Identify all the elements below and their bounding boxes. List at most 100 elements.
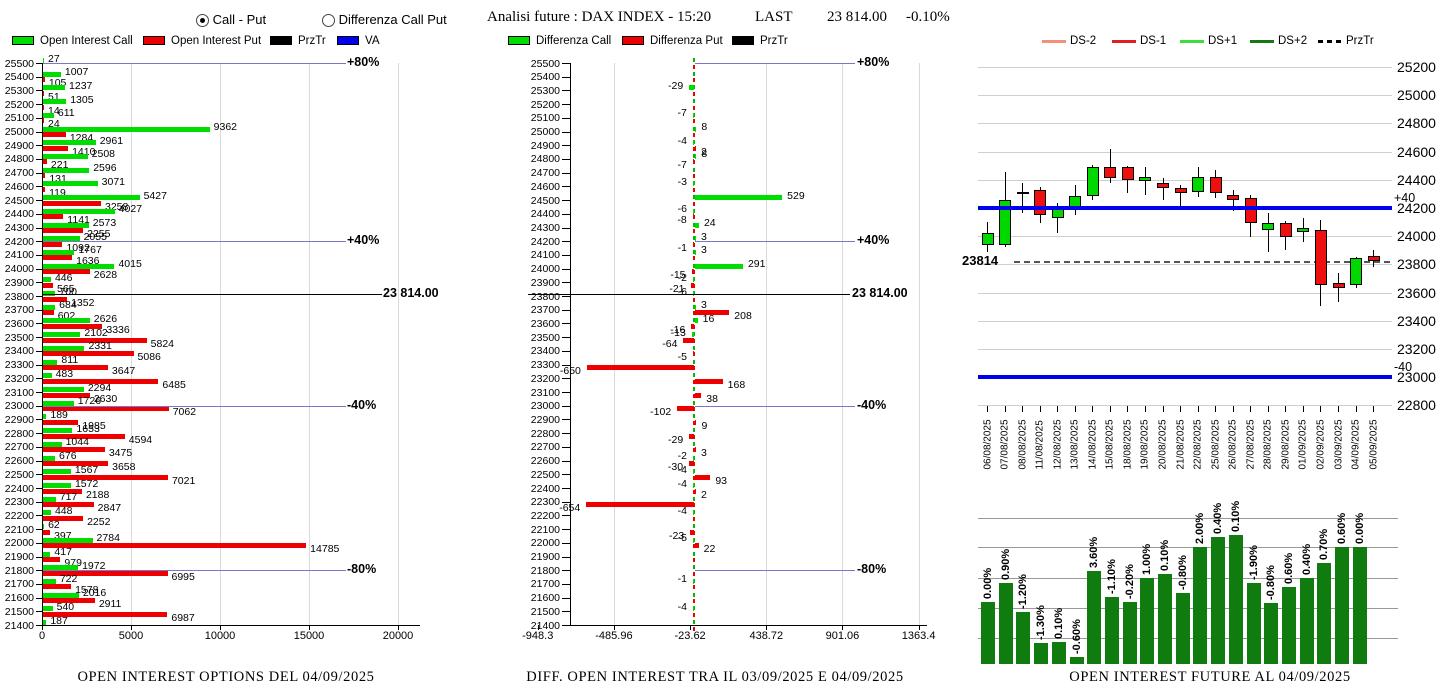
date-label: 12/08/2025 <box>1052 418 1064 469</box>
prztr-dashed-line <box>1014 261 1390 264</box>
x-axis-tick <box>220 625 221 630</box>
gridline-horizontal <box>978 236 1392 238</box>
gridline-horizontal <box>978 349 1392 350</box>
zero-axis-dash-put <box>693 133 695 138</box>
ref-line-label: +80% <box>857 55 890 69</box>
diff-bar-call-24300 <box>695 222 699 228</box>
diff-call-value: 16 <box>702 312 715 325</box>
diff-bar-call-24900 <box>693 140 694 146</box>
strike-tick <box>562 309 570 311</box>
oi-future-bar <box>1211 536 1226 664</box>
oi-future-bar <box>1246 582 1261 664</box>
radio-call-put[interactable]: Call - Put <box>196 12 267 28</box>
strike-tick <box>562 186 570 188</box>
x-axis-tick-label: 15000 <box>293 630 325 642</box>
diff-put-value: -21 <box>669 282 685 295</box>
diff-bar-put-22800 <box>689 433 694 439</box>
strike-tick <box>562 446 570 448</box>
date-tick <box>1373 406 1375 412</box>
zero-axis-dash-call <box>693 236 695 241</box>
x-axis-tick <box>42 625 43 630</box>
diff-bar-call-23900 <box>693 277 694 283</box>
gridline-vertical <box>842 63 844 625</box>
strike-tick <box>562 556 570 558</box>
strike-tick <box>36 254 42 256</box>
zero-axis-dash-put <box>693 229 695 234</box>
x-axis-tick-label: 0 <box>38 630 46 642</box>
bar-call-value: 722 <box>59 573 78 586</box>
legend-swatch-ds-1 <box>1112 40 1136 43</box>
oi-future-pct-label: 0.00% <box>1353 512 1366 545</box>
oi-future-bar <box>1228 535 1243 664</box>
bar-call-22100 <box>43 524 45 530</box>
oi-future-pct-label: 0.40% <box>1300 543 1313 576</box>
strike-tick <box>36 186 42 188</box>
bar-call-23400 <box>43 345 85 351</box>
oi-future-bar <box>1352 547 1367 664</box>
diff-bar-put-24400 <box>692 214 694 220</box>
strike-tick <box>36 117 42 119</box>
legend-swatch-ds-2 <box>1042 40 1066 43</box>
diff-put-value: 93 <box>715 474 727 487</box>
gridline-vertical <box>220 63 221 625</box>
radio-differenza-call-put[interactable]: Differenza Call Put <box>322 12 447 28</box>
bar-call-23600 <box>43 318 90 324</box>
strike-tick <box>36 323 42 325</box>
bar-call-value: 717 <box>59 491 78 504</box>
strike-label: 21600 <box>530 592 560 605</box>
strike-label: 25400 <box>4 71 34 84</box>
date-tick <box>1074 406 1076 412</box>
strike-tick <box>562 268 570 270</box>
bar-call-value: 2626 <box>93 312 118 325</box>
diff-call-value: -4 <box>677 504 687 517</box>
strike-tick <box>36 172 42 174</box>
oi-future-bar <box>1264 603 1279 664</box>
strike-tick <box>562 597 570 599</box>
bar-put-21900 <box>43 557 61 563</box>
zero-axis-dash-call <box>693 428 695 433</box>
bar-put-value: 7021 <box>171 474 196 487</box>
bar-put-value: 3475 <box>108 447 133 460</box>
bar-call-value: 2596 <box>93 162 117 175</box>
zero-axis-dash-call <box>693 263 695 268</box>
bar-call-22400 <box>43 483 71 488</box>
legend-swatch-prztr <box>270 36 292 45</box>
strike-label: 21700 <box>530 578 560 591</box>
bar-call-22000 <box>43 537 93 543</box>
oi-future-pct-label: -1.10% <box>1105 559 1118 595</box>
zero-axis-dash-put <box>693 146 695 151</box>
strike-tick <box>36 542 42 544</box>
zero-axis-dash-put <box>693 311 695 316</box>
date-tick <box>1180 406 1182 412</box>
diff-bar-put-24800 <box>692 159 694 165</box>
zero-axis-dash-call <box>693 304 695 309</box>
ref-line--80% <box>43 570 346 572</box>
diff-put-value: -8 <box>677 214 687 227</box>
diff-put-value: -650 <box>559 365 581 378</box>
bar-call-23200 <box>43 373 52 379</box>
candle-body-11/08/2025 <box>1034 189 1047 216</box>
diff-bar-call-21700 <box>693 578 694 584</box>
diff-put-value: -15 <box>670 269 686 282</box>
gridline-horizontal <box>978 518 1398 519</box>
strike-tick <box>562 542 570 544</box>
radio-call-put-label: Call - Put <box>212 12 267 27</box>
strike-tick <box>562 172 570 174</box>
date-tick <box>1127 406 1129 412</box>
oi-future-pct-label: 0.10% <box>1159 539 1171 571</box>
bar-put-23000 <box>43 406 169 412</box>
x-axis-tick <box>766 625 768 630</box>
bar-call-value: 2294 <box>87 381 112 394</box>
diff-bar-call-22600 <box>693 455 694 461</box>
strike-tick <box>36 446 42 448</box>
oi-future-bar <box>1175 592 1190 664</box>
strike-label: 24500 <box>4 194 34 207</box>
gridline-vertical <box>398 63 399 625</box>
bar-put-21500 <box>43 611 168 617</box>
strike-tick <box>36 213 42 215</box>
candle-body-04/09/2025 <box>1350 258 1363 285</box>
strike-label: 22200 <box>530 509 560 522</box>
strike-tick <box>36 501 42 503</box>
diff-call-value: -6 <box>677 285 687 298</box>
prztr-value-label: 23814 <box>962 253 999 269</box>
